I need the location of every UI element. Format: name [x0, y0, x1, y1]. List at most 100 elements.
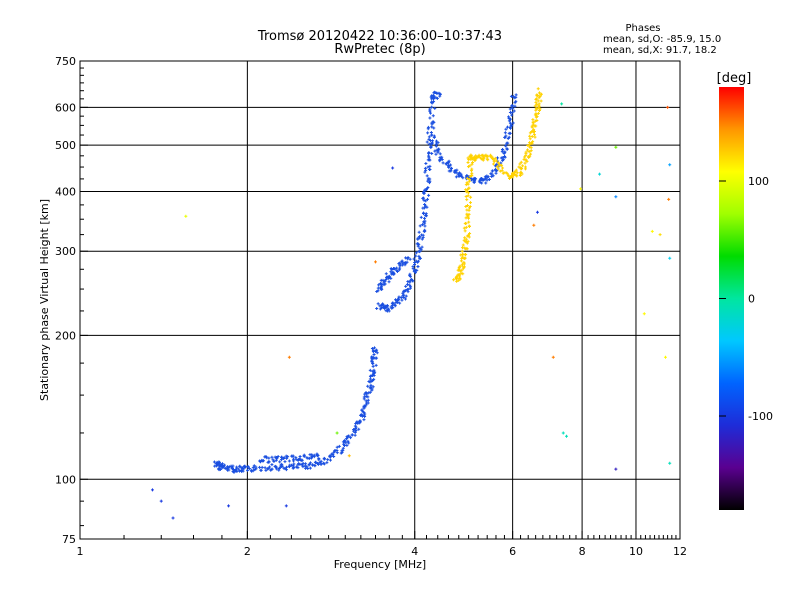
trace-point — [372, 368, 376, 372]
trace-point — [434, 96, 438, 100]
trace-point — [277, 468, 281, 472]
trace-point — [434, 152, 438, 156]
trace-point — [316, 462, 320, 466]
trace-point — [485, 155, 489, 159]
trace-point — [310, 456, 314, 460]
trace-point — [280, 455, 284, 459]
trace-point — [537, 91, 541, 95]
trace-point — [534, 107, 538, 111]
trace-point — [250, 469, 254, 473]
scatter-point — [184, 214, 188, 218]
trace-point — [349, 436, 353, 440]
trace-point — [284, 468, 288, 472]
trace-point — [465, 204, 469, 208]
trace-point — [494, 171, 498, 175]
trace-point — [355, 420, 359, 424]
trace-point — [423, 216, 427, 220]
trace-point — [383, 279, 387, 283]
trace-point — [408, 274, 412, 278]
trace-point — [428, 116, 432, 120]
trace-point — [537, 104, 541, 108]
trace-point — [426, 131, 430, 135]
trace-point — [276, 455, 280, 459]
trace-point — [449, 163, 453, 167]
trace-point — [414, 254, 418, 258]
trace-point — [496, 161, 500, 165]
trace-point — [390, 271, 394, 275]
trace-point — [431, 120, 435, 124]
trace-point — [291, 454, 295, 458]
trace-point — [483, 154, 487, 158]
trace-point — [292, 462, 296, 466]
trace-point — [414, 259, 418, 263]
trace-point — [347, 434, 351, 438]
trace-point — [420, 245, 424, 249]
trace-point — [436, 141, 440, 145]
trace-point — [423, 170, 427, 174]
trace-point — [377, 283, 381, 287]
trace-point — [366, 401, 370, 405]
trace-point — [446, 161, 450, 165]
trace-point — [283, 460, 287, 464]
trace-point — [473, 158, 477, 162]
trace-point — [501, 157, 505, 161]
trace-point — [526, 148, 530, 152]
trace-point — [523, 161, 527, 165]
phases-o-mode-stats: mean, sd,O: -85.9, 15.0 — [603, 34, 721, 45]
trace-point — [507, 115, 511, 119]
trace-point — [529, 146, 533, 150]
x-tick-label: 2 — [244, 545, 251, 558]
trace-point — [423, 166, 427, 170]
trace-point — [408, 279, 412, 283]
trace-point — [368, 377, 372, 381]
trace-point — [480, 181, 484, 185]
trace-point — [435, 91, 439, 95]
trace-point — [375, 306, 379, 310]
trace-point — [337, 444, 341, 448]
trace-point — [391, 306, 395, 310]
trace-point — [465, 234, 469, 238]
trace-point — [267, 460, 271, 464]
trace-point — [510, 124, 514, 128]
trace-point — [246, 465, 250, 469]
trace-point — [507, 174, 511, 178]
trace-point — [500, 163, 504, 167]
trace-point — [508, 121, 512, 125]
scatter-point — [560, 102, 564, 106]
trace-point — [399, 296, 403, 300]
trace-point — [468, 204, 472, 208]
trace-point — [393, 267, 397, 271]
trace-point — [270, 455, 274, 459]
trace-point — [532, 133, 536, 137]
x-tick-label: 10 — [629, 545, 643, 558]
trace-point — [418, 246, 422, 250]
trace-point — [466, 165, 470, 169]
trace-point — [308, 466, 312, 470]
trace-point — [303, 464, 307, 468]
trace-point — [294, 457, 298, 461]
trace-point — [335, 451, 339, 455]
trace-point — [263, 455, 267, 459]
trace-point — [430, 125, 434, 129]
trace-point — [457, 266, 461, 270]
trace-point — [282, 456, 286, 460]
trace-point — [462, 266, 466, 270]
trace-point — [428, 158, 432, 162]
trace-point — [370, 388, 374, 392]
trace-point — [525, 159, 529, 163]
trace-point — [459, 172, 463, 176]
trace-point — [401, 291, 405, 295]
trace-point — [441, 161, 445, 165]
trace-point — [419, 215, 423, 219]
trace-point — [366, 398, 370, 402]
trace-point — [465, 181, 469, 185]
trace-point — [533, 104, 537, 108]
scatter-point — [391, 166, 395, 170]
trace-point — [461, 176, 465, 180]
trace-point — [449, 167, 453, 171]
trace-point — [428, 107, 432, 111]
trace-point — [497, 162, 501, 166]
trace-point — [308, 461, 312, 465]
trace-point — [291, 466, 295, 470]
trace-point — [298, 457, 302, 461]
